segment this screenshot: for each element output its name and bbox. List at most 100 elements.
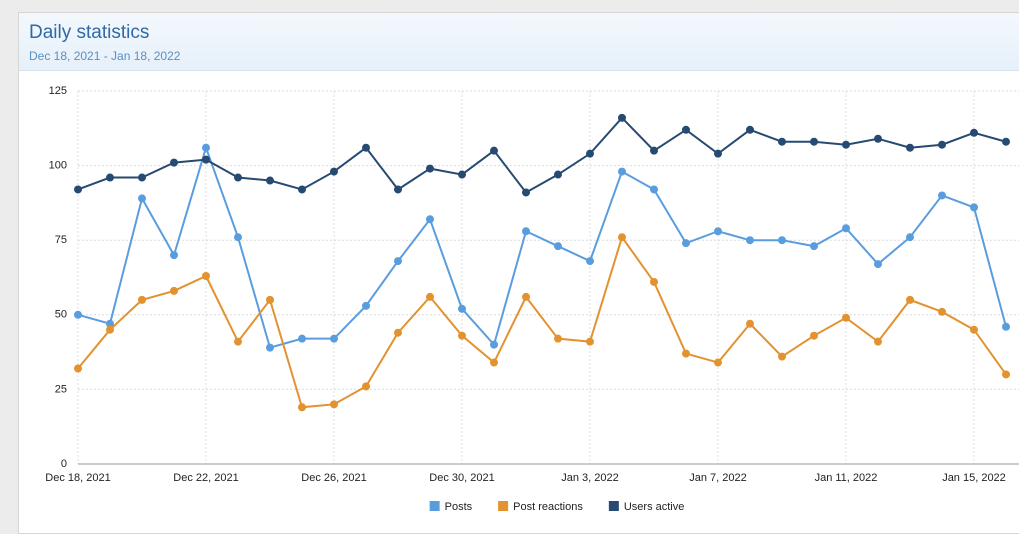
data-point: [202, 272, 210, 281]
legend-label: Users active: [624, 501, 685, 513]
x-tick-label: Dec 26, 2021: [301, 472, 366, 484]
y-tick-label: 100: [49, 160, 67, 172]
y-tick-label: 75: [55, 234, 67, 246]
data-point: [330, 400, 338, 409]
legend-swatch: [429, 501, 440, 511]
data-point: [490, 146, 498, 155]
data-point: [170, 251, 178, 260]
data-point: [714, 149, 722, 158]
series-line: [77, 234, 1007, 409]
data-point: [74, 364, 82, 373]
data-point: [906, 295, 914, 304]
data-point: [842, 313, 850, 322]
data-point: [746, 125, 754, 134]
data-point: [810, 331, 818, 340]
data-point: [330, 167, 338, 176]
series-line: [77, 116, 1007, 194]
legend-swatch: [498, 501, 509, 511]
x-tick-label: Dec 30, 2021: [429, 472, 494, 484]
data-point: [298, 185, 306, 194]
chart-subtitle: Dec 18, 2021 - Jan 18, 2022: [29, 49, 181, 63]
data-point: [266, 295, 274, 304]
data-point: [394, 257, 402, 266]
data-point: [810, 137, 818, 146]
panel-header: Daily statistics Dec 18, 2021 - Jan 18, …: [19, 13, 1019, 71]
data-point: [746, 236, 754, 245]
data-point: [874, 134, 882, 143]
data-point: [170, 158, 178, 167]
data-point: [458, 331, 466, 340]
data-point: [778, 137, 786, 146]
page: Daily statistics Dec 18, 2021 - Jan 18, …: [18, 12, 1019, 534]
data-point: [330, 334, 338, 343]
data-point: [586, 149, 594, 158]
data-point: [522, 188, 530, 197]
data-point: [426, 215, 434, 224]
data-point: [394, 185, 402, 194]
data-point: [906, 143, 914, 152]
data-point: [202, 143, 210, 152]
data-point: [938, 307, 946, 316]
data-point: [426, 164, 434, 173]
data-point: [266, 176, 274, 185]
data-point: [138, 295, 146, 304]
data-point: [202, 155, 210, 164]
legend-label: Posts: [445, 501, 473, 513]
data-point: [586, 257, 594, 266]
data-point: [778, 236, 786, 245]
x-tick-label: Dec 18, 2021: [45, 472, 110, 484]
data-point: [106, 173, 114, 182]
data-point: [362, 301, 370, 310]
x-tick-label: Jan 3, 2022: [561, 472, 619, 484]
data-point: [362, 143, 370, 152]
data-point: [74, 185, 82, 194]
data-point: [970, 128, 978, 137]
data-point: [170, 286, 178, 295]
data-point: [74, 310, 82, 319]
data-point: [298, 334, 306, 343]
data-point: [586, 337, 594, 346]
data-point: [458, 304, 466, 313]
data-point: [714, 227, 722, 236]
y-tick-label: 0: [61, 458, 67, 470]
data-point: [618, 167, 626, 176]
data-point: [106, 319, 114, 328]
data-point: [554, 242, 562, 251]
data-point: [714, 358, 722, 367]
data-point: [426, 292, 434, 301]
data-point: [1002, 137, 1010, 146]
data-point: [522, 292, 530, 301]
data-point: [522, 227, 530, 236]
data-point: [970, 203, 978, 212]
legend-swatch: [608, 501, 619, 511]
data-point: [618, 113, 626, 122]
data-point: [362, 382, 370, 391]
series-line: [77, 144, 1007, 349]
data-point: [1002, 322, 1010, 331]
y-tick-label: 125: [49, 85, 67, 97]
data-point: [106, 325, 114, 334]
x-tick-label: Jan 11, 2022: [815, 472, 878, 484]
data-point: [234, 337, 242, 346]
data-point: [618, 233, 626, 242]
data-point: [874, 260, 882, 269]
y-tick-label: 50: [55, 309, 67, 321]
data-point: [810, 242, 818, 251]
data-point: [842, 140, 850, 149]
chart-title: Daily statistics: [29, 22, 150, 43]
y-tick-label: 25: [55, 383, 67, 395]
data-point: [490, 358, 498, 367]
data-point: [138, 173, 146, 182]
data-point: [906, 233, 914, 242]
data-point: [682, 125, 690, 134]
data-point: [234, 173, 242, 182]
data-point: [266, 343, 274, 352]
legend-label: Post reactions: [513, 501, 583, 513]
chart: 0 25 50 75 100 125 Dec 18, 2021 Dec 22, 2021 Dec…: [45, 85, 1019, 513]
data-point: [682, 349, 690, 358]
data-point: [650, 185, 658, 194]
data-point: [554, 170, 562, 179]
x-tick-label: Jan 7, 2022: [689, 472, 747, 484]
data-point: [778, 352, 786, 361]
data-point: [298, 403, 306, 412]
